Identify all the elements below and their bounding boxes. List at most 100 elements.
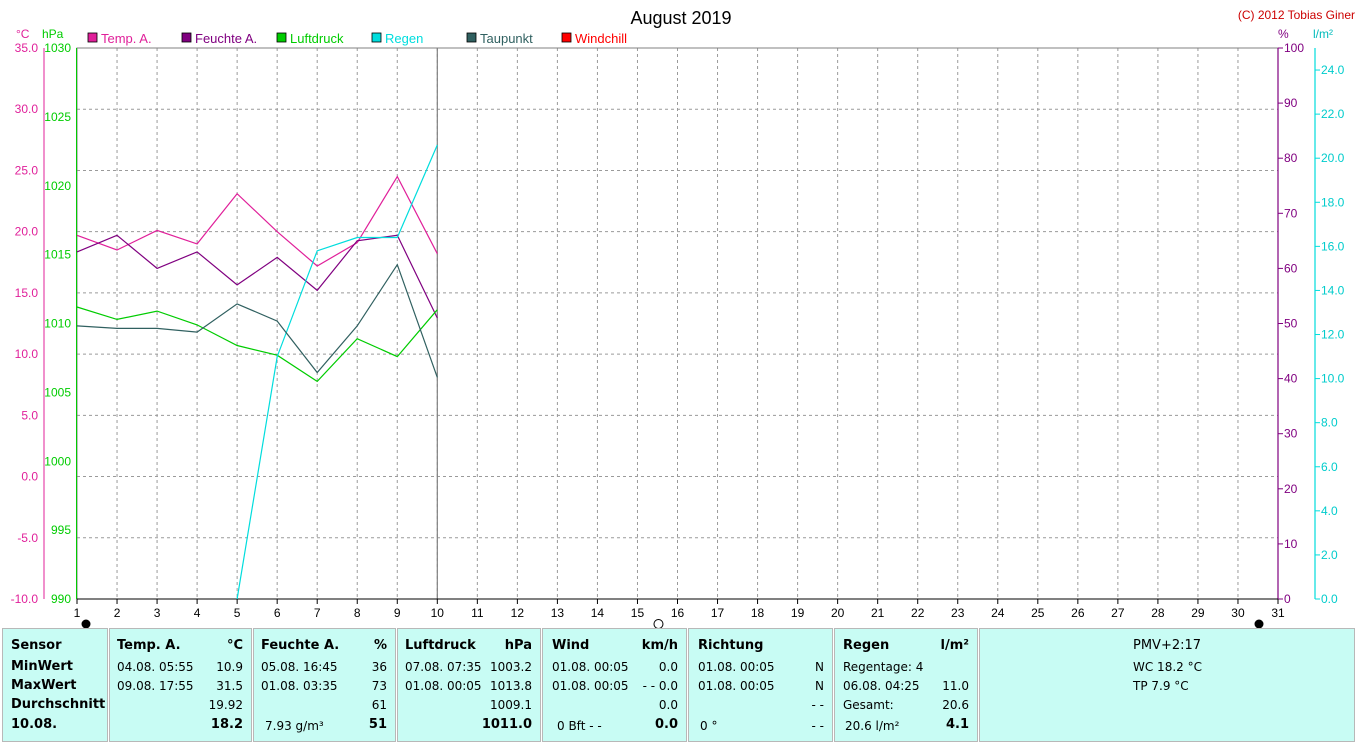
x-tick-label: 10: [431, 606, 445, 620]
rain-tick-label: 14.0: [1321, 283, 1345, 297]
humidity-tick-label: 20: [1284, 482, 1298, 496]
rain-tick-label: 8.0: [1321, 416, 1338, 430]
pressure-tick-label: 1020: [44, 179, 71, 193]
axis-tick-labels: -10.0-5.00.05.010.015.020.025.030.035.09…: [11, 41, 1345, 629]
pressure-tick-label: 995: [51, 523, 71, 537]
x-tick-label: 12: [511, 606, 525, 620]
temp-tick-label: -5.0: [17, 531, 38, 545]
x-tick-label: 26: [1071, 606, 1085, 620]
chart-series: [76, 144, 438, 600]
direction-current: - -: [811, 719, 824, 733]
rain-unit: l/m²: [940, 638, 969, 653]
rain-tick-label: 4.0: [1321, 504, 1338, 518]
windchill-value: WC 18.2 °C: [1133, 660, 1202, 674]
x-tick-label: 4: [194, 606, 201, 620]
x-tick-label: 31: [1271, 606, 1285, 620]
temp-tick-label: -10.0: [11, 592, 39, 606]
legend-label: Luftdruck: [290, 31, 344, 46]
x-tick-label: 23: [951, 606, 965, 620]
rain-unit-label: l/m²: [1313, 27, 1333, 41]
legend-swatch: [181, 32, 192, 43]
rain-tick-label: 18.0: [1321, 195, 1345, 209]
chart-grid: [77, 48, 1278, 599]
direction-header: Richtung: [698, 638, 764, 653]
x-tick-label: 18: [751, 606, 765, 620]
x-tick-label: 13: [551, 606, 565, 620]
temp-average: 19.92: [208, 698, 243, 712]
humidity-min-time: 05.08. 16:45: [261, 660, 338, 674]
rain-max-time: 06.08. 04:25: [843, 679, 920, 693]
x-tick-label: 30: [1231, 606, 1245, 620]
chart-legend: Temp. A. Feuchte A. Luftdruck Regen Taupunkt…: [87, 31, 627, 46]
humidity-max-value: 73: [371, 679, 387, 693]
direction-min-time: 01.08. 00:05: [698, 660, 775, 674]
pressure-min-value: 1003.2: [490, 660, 532, 674]
rain-total-label: Gesamt:: [843, 698, 894, 712]
humidity-min-value: 36: [371, 660, 387, 674]
chart-title: August 2019: [630, 8, 731, 28]
humidity-tick-label: 0: [1284, 592, 1291, 606]
pressure-current: 1011.0: [481, 717, 532, 732]
pressure-max-value: 1013.8: [490, 679, 532, 693]
temp-unit: °C: [226, 638, 243, 653]
x-tick-label: 15: [631, 606, 645, 620]
rain-tick-label: 10.0: [1321, 372, 1345, 386]
temp-min-value: 10.9: [216, 660, 243, 674]
humidity-current: 51: [368, 717, 387, 732]
humidity-tick-label: 100: [1284, 41, 1304, 55]
wind-current: 0.0: [654, 717, 678, 732]
legend-swatch: [87, 32, 98, 43]
sensor-column: Sensor MinWert MaxWert Durchschnitt 10.0…: [2, 628, 108, 742]
rain-total: 20.6: [942, 698, 969, 712]
pressure-header: Luftdruck: [405, 638, 476, 653]
direction-min-value: N: [815, 660, 824, 674]
humidity-tick-label: 90: [1284, 96, 1298, 110]
x-tick-label: 16: [671, 606, 685, 620]
pressure-tick-label: 1030: [44, 41, 71, 55]
rain-current: 4.1: [945, 717, 969, 732]
rain-column: Regen l/m² Regentage: 4 06.08. 04:25 11.…: [834, 628, 978, 742]
temp-tick-label: 20.0: [15, 225, 39, 239]
direction-average: - -: [811, 698, 824, 712]
sensor-header: Sensor: [11, 638, 62, 653]
x-tick-label: 19: [791, 606, 805, 620]
direction-max-value: N: [815, 679, 824, 693]
series-line-taupunkt: [76, 263, 438, 378]
x-tick-label: 9: [394, 606, 401, 620]
pressure-tick-label: 1015: [44, 248, 71, 262]
temp-tick-label: 35.0: [15, 41, 39, 55]
temp-column: Temp. A. °C 04.08. 05:55 10.9 09.08. 17:…: [109, 628, 252, 742]
temp-current: 18.2: [210, 717, 243, 732]
direction-max-time: 01.08. 00:05: [698, 679, 775, 693]
rain-tick-label: 22.0: [1321, 107, 1345, 121]
humidity-max-time: 01.08. 03:35: [261, 679, 338, 693]
legend-label: Regen: [385, 31, 423, 46]
pmv-header: PMV+2:17: [1133, 638, 1202, 653]
x-tick-label: 17: [711, 606, 725, 620]
rain-tick-label: 24.0: [1321, 63, 1345, 77]
series-line-luftdruck: [76, 306, 438, 383]
humidity-header: Feuchte A.: [261, 638, 340, 653]
wind-average: 0.0: [658, 698, 678, 712]
pressure-unit-label: hPa: [42, 27, 64, 41]
rain-tick-label: 16.0: [1321, 239, 1345, 253]
wind-column: Wind km/h 01.08. 00:05 0.0 01.08. 00:05 …: [542, 628, 687, 742]
humidity-unit: %: [373, 638, 387, 653]
temp-tick-label: 25.0: [15, 163, 39, 177]
humidity-tick-label: 30: [1284, 427, 1298, 441]
rain-tick-label: 6.0: [1321, 460, 1338, 474]
rain-max-value: 11.0: [942, 679, 969, 693]
humidity-tick-label: 40: [1284, 372, 1298, 386]
copyright-text: (C) 2012 Tobias Giner: [1238, 8, 1355, 22]
humidity-absolute: 7.93 g/m³: [265, 719, 324, 733]
direction-column: Richtung 01.08. 00:05 N 01.08. 00:05 N -…: [688, 628, 833, 742]
humidity-tick-label: 80: [1284, 151, 1298, 165]
pressure-tick-label: 1000: [44, 454, 71, 468]
row-label-min: MinWert: [11, 659, 73, 674]
row-label-avg: Durchschnitt: [11, 697, 106, 712]
humidity-tick-label: 60: [1284, 261, 1298, 275]
rain-days: Regentage: 4: [843, 660, 924, 674]
wind-min-value: 0.0: [658, 660, 678, 674]
pressure-tick-label: 1025: [44, 110, 71, 124]
